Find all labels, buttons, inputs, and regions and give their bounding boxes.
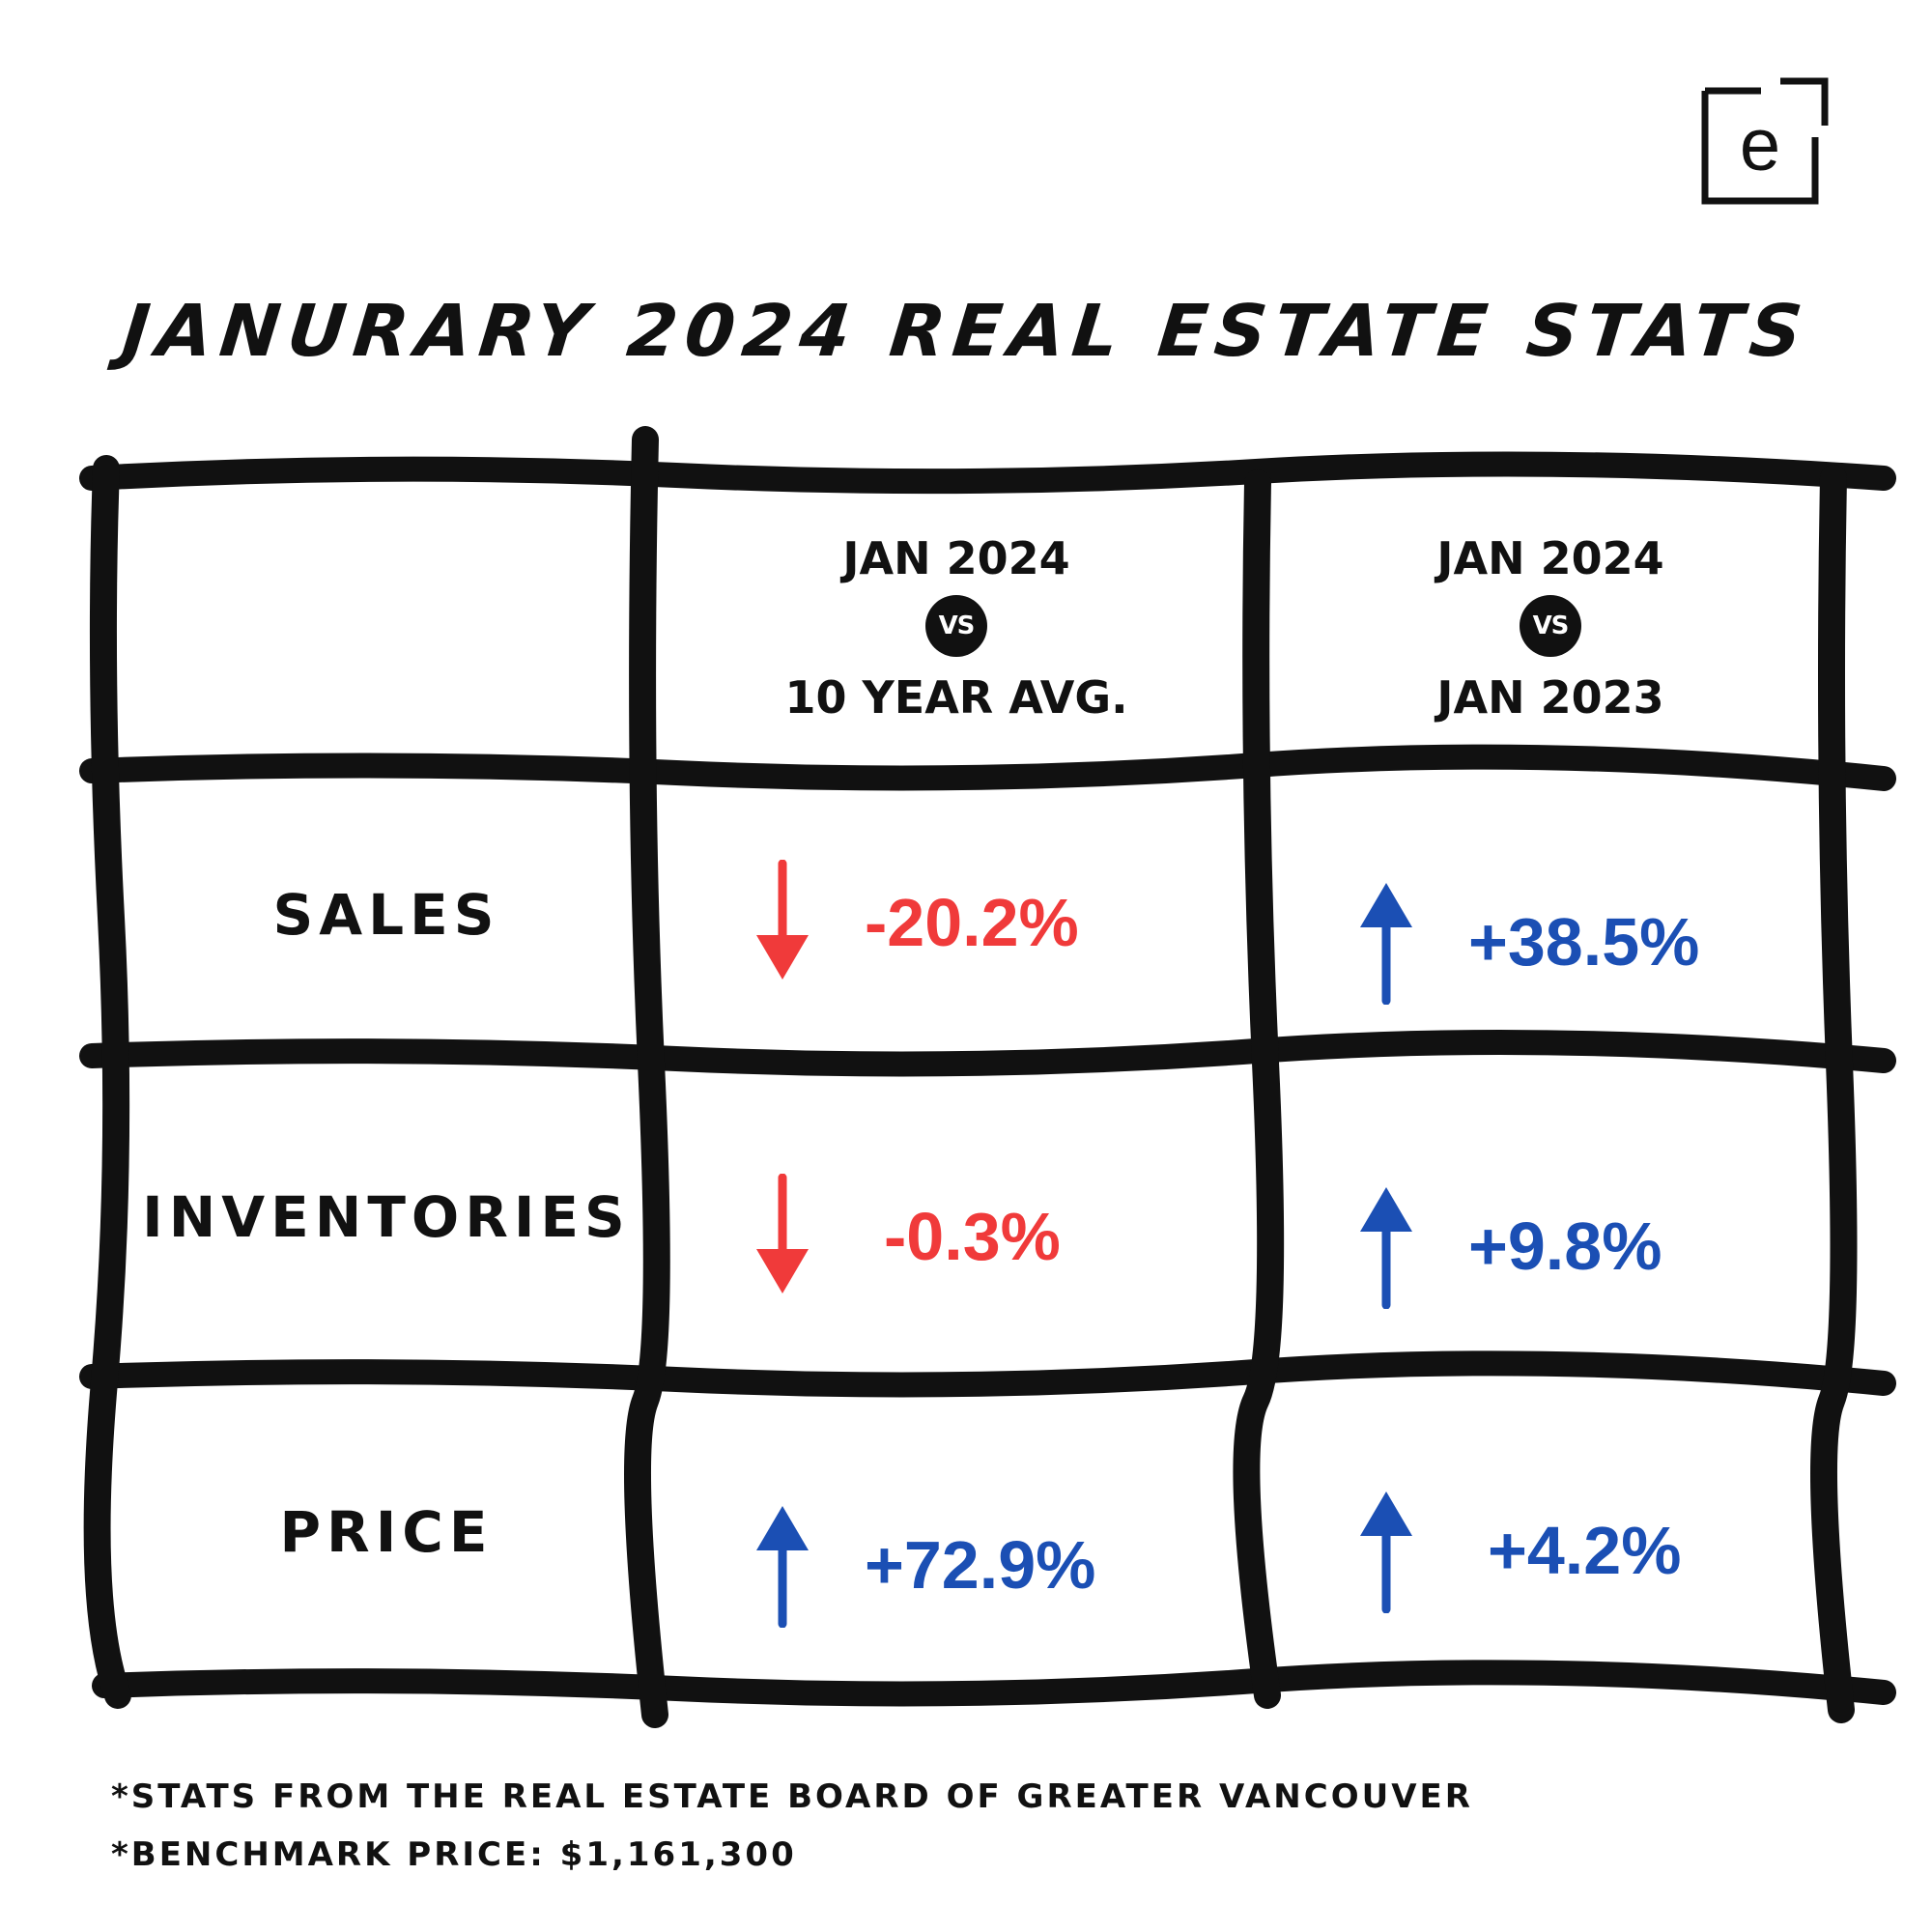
footnotes: *Stats from the Real Estate Board of Gre…: [111, 1768, 1473, 1884]
brand-logo: e: [1693, 77, 1829, 213]
stat-value: -0.3%: [884, 1199, 1061, 1274]
arrow-up-icon: [1352, 1488, 1420, 1613]
column-header-line2: 10 YEAR AVG.: [784, 671, 1128, 724]
arrow-down-icon: [749, 860, 816, 985]
logo-letter: e: [1740, 104, 1780, 186]
column-header-line1: JAN 2024: [842, 532, 1070, 584]
footnote-benchmark: *Benchmark Price: $1,161,300: [111, 1835, 797, 1874]
vs-badge: VS: [1520, 595, 1581, 657]
column-header-10yr: JAN 2024 VS 10 YEAR AVG.: [667, 497, 1246, 758]
stat-value: +4.2%: [1488, 1513, 1682, 1588]
stat-value: +38.5%: [1468, 904, 1700, 980]
price-vs-10yr: +72.9%: [749, 1502, 1095, 1628]
sales-vs-2023: +38.5%: [1352, 879, 1699, 1005]
column-header-line2: JAN 2023: [1436, 671, 1664, 724]
row-label-price: PRICE: [279, 1498, 494, 1565]
inventories-vs-2023: +9.8%: [1352, 1183, 1662, 1309]
row-label-sales: SALES: [272, 882, 500, 948]
row-label-inventories: INVENTORIES: [142, 1184, 631, 1250]
column-header-line1: JAN 2024: [1436, 532, 1664, 584]
column-header-2023: JAN 2024 VS JAN 2023: [1275, 497, 1826, 758]
footnote-source: *Stats from the Real Estate Board of Gre…: [111, 1777, 1473, 1816]
arrow-down-icon: [749, 1174, 816, 1299]
inventories-vs-10yr: -0.3%: [749, 1174, 1061, 1299]
price-vs-2023: +4.2%: [1352, 1488, 1681, 1613]
arrow-up-icon: [1352, 879, 1420, 1005]
arrow-up-icon: [749, 1502, 816, 1628]
stat-value: +9.8%: [1468, 1208, 1662, 1284]
vs-badge: VS: [925, 595, 987, 657]
sales-vs-10yr: -20.2%: [749, 860, 1079, 985]
stat-value: +72.9%: [865, 1527, 1096, 1603]
stat-value: -20.2%: [865, 885, 1079, 960]
arrow-up-icon: [1352, 1183, 1420, 1309]
